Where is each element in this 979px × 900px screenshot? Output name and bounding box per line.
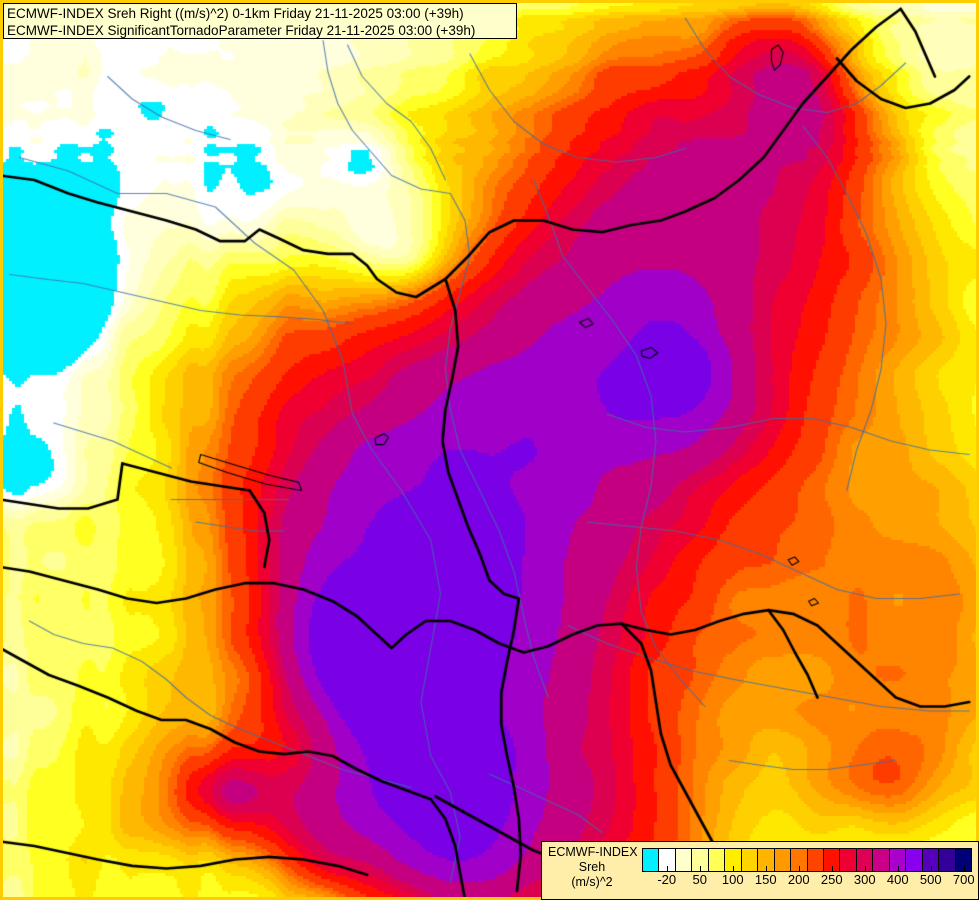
colorbar-tick-300: 300 — [853, 872, 876, 887]
colorbar-tickmark-200 — [798, 866, 800, 872]
colorbar-swatch-6 — [741, 849, 759, 871]
colorbar-tick-400: 400 — [886, 872, 909, 887]
colorbar-swatch-10 — [807, 849, 824, 871]
colorbar-swatch-17 — [922, 849, 940, 871]
colorbar-swatch-7 — [758, 849, 775, 871]
legend-caption-variable: Sreh — [578, 860, 606, 874]
colorbar-tickmark-150 — [765, 866, 767, 872]
colorbar-tick-100: 100 — [721, 872, 744, 887]
legend-caption-units: (m/s)^2 — [571, 875, 613, 889]
colorbar-swatch-14 — [873, 849, 890, 871]
colorbar-tickmark--20 — [666, 866, 668, 872]
chart-title-box: ECMWF-INDEX Sreh Right ((m/s)^2) 0-1km F… — [3, 3, 517, 39]
chart-title-line-1: ECMWF-INDEX Sreh Right ((m/s)^2) 0-1km F… — [7, 6, 464, 21]
colorbar-swatch-18 — [939, 849, 956, 871]
colorbar-swatch-12 — [840, 849, 857, 871]
colorbar-tick-labels: -20 50 100 150 200 250 300 400 500 700 — [642, 866, 975, 894]
chart-title-line-2: ECMWF-INDEX SignificantTornadoParameter … — [7, 23, 476, 38]
colorbar-swatches[interactable] — [642, 848, 972, 872]
colorbar-tick-700: 700 — [952, 872, 975, 887]
colorbar-swatch-16 — [906, 849, 923, 871]
colorbar-tickmark-400 — [897, 866, 899, 872]
colorbar-tickmark-700 — [963, 866, 965, 872]
colorbar-tickmark-300 — [864, 866, 866, 872]
colorbar-swatch-3 — [692, 849, 709, 871]
colorbar-swatch-4 — [708, 849, 726, 871]
colorbar-swatch-5 — [725, 849, 742, 871]
colorbar-swatch-1 — [659, 849, 676, 871]
colorbar-swatch-0 — [643, 849, 660, 871]
colorbar-tickmark-250 — [831, 866, 833, 872]
colorbar-swatch-19 — [955, 849, 972, 871]
colorbar-tick-250: 250 — [820, 872, 843, 887]
colorbar-tickmark-500 — [930, 866, 932, 872]
legend-caption-model: ECMWF-INDEX — [548, 845, 638, 859]
colorbar-swatch-8 — [774, 849, 792, 871]
colorbar-swatch-9 — [791, 849, 808, 871]
colorbar-tick-50: 50 — [692, 872, 707, 887]
colorbar-tick--20: -20 — [657, 872, 677, 887]
colorbar-swatch-15 — [889, 849, 907, 871]
legend-caption: ECMWF-INDEX Sreh (m/s)^2 — [542, 842, 642, 890]
colorbar-tick-150: 150 — [754, 872, 777, 887]
colorbar-swatch-13 — [856, 849, 874, 871]
colorbar-swatch-2 — [675, 849, 693, 871]
colorbar-tick-200: 200 — [787, 872, 810, 887]
colorbar-swatch-11 — [823, 849, 841, 871]
colorbar-legend: ECMWF-INDEX Sreh (m/s)^2 -20 50 100 150 200 2… — [541, 841, 979, 900]
colorbar-tickmark-50 — [699, 866, 701, 872]
colorbar-area: -20 50 100 150 200 250 300 400 500 700 — [642, 842, 978, 894]
colorbar-tick-500: 500 — [919, 872, 942, 887]
colorbar-tickmark-100 — [732, 866, 734, 872]
